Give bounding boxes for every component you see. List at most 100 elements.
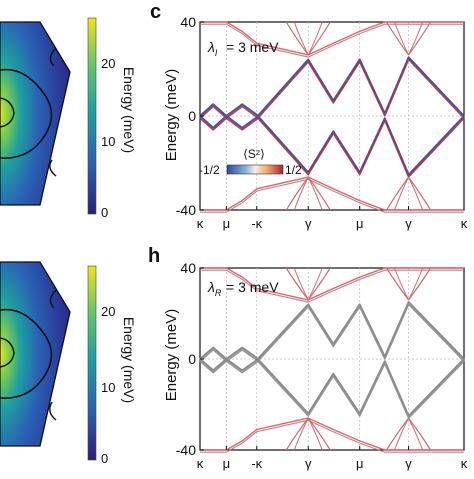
- band-line: [200, 417, 464, 451]
- cone-branch: [307, 417, 331, 451]
- cone-branch: [394, 267, 410, 301]
- cone-branch: [386, 21, 410, 56]
- cone-branch: [307, 176, 323, 211]
- colorbar-top: 20 10 0 Energy (meV): [87, 17, 137, 220]
- cone-branch: [408, 417, 424, 451]
- cone-branch: [307, 176, 331, 211]
- heatmap-top: [0, 21, 71, 206]
- cone-branch: [285, 417, 309, 451]
- heatmap-top-hexagon: [0, 22, 70, 205]
- band-line-split: [200, 178, 464, 213]
- panel-h-annotation-text: = 3 meV: [226, 279, 279, 295]
- spin-legend-title: ⟨Sᶻ⟩: [243, 147, 265, 161]
- cone-branch: [293, 176, 309, 211]
- band-line-split: [199, 303, 465, 374]
- band-line: [199, 346, 465, 417]
- cone-branch: [285, 21, 309, 56]
- panel-h-ylabel: Energy (meV): [163, 309, 180, 402]
- x-tick-label: μ: [356, 456, 364, 471]
- colorbar-top-tick: 10: [101, 134, 115, 149]
- x-tick-label: κ: [461, 216, 468, 231]
- band-line: [199, 103, 465, 176]
- band-line-split: [200, 23, 464, 58]
- cone-branch: [386, 176, 410, 211]
- cone-branch: [307, 417, 323, 451]
- cone-branch: [285, 176, 309, 211]
- y-tick-label: 0: [188, 351, 196, 367]
- cone-branch: [408, 267, 424, 301]
- cone-branch: [307, 21, 323, 56]
- heatmap-top-contour-4: [49, 159, 57, 177]
- x-tick-label: γ: [305, 456, 312, 471]
- y-tick-label: 40: [180, 260, 196, 276]
- cone-branch: [307, 21, 331, 56]
- heatmap-top-contour-2: [0, 97, 15, 128]
- spin-legend: ⟨Sᶻ⟩ -1/2 1/2: [199, 147, 302, 177]
- colorbar-bottom-label: Energy (meV): [121, 317, 137, 403]
- cone-branch: [285, 267, 309, 301]
- heatmap-bottom: [0, 261, 71, 447]
- colorbar-bottom: 20 10 0 Energy (meV): [87, 265, 137, 466]
- panel-c-ylabel: Energy (meV): [163, 69, 180, 162]
- band-line: [200, 176, 464, 211]
- colorbar-top-label: Energy (meV): [121, 67, 137, 153]
- panel-c-label: c: [150, 1, 161, 23]
- cone-branch: [394, 21, 410, 56]
- heatmap-bottom-contour: [0, 308, 53, 399]
- panel-h-lambda-symbol: λR: [207, 279, 222, 298]
- panel-h-label: h: [148, 245, 160, 267]
- heatmap-bottom-contour-3: [49, 289, 57, 309]
- colorbar-bottom-tick: 0: [101, 451, 108, 466]
- x-tick-label: μ: [356, 216, 364, 231]
- y-tick-label: -40: [176, 202, 196, 218]
- band-line-split: [199, 58, 465, 131]
- x-tick-label: κ: [197, 216, 204, 231]
- spin-legend-max: 1/2: [285, 163, 302, 177]
- heatmap-bottom-hexagon: [0, 262, 70, 446]
- cone-branch: [293, 21, 309, 56]
- x-tick-label: κ: [197, 456, 204, 471]
- band-line-split: [199, 349, 465, 419]
- cone-branch: [394, 176, 410, 211]
- colorbar-top-tick: 20: [101, 56, 115, 71]
- x-tick-label: -κ: [251, 456, 262, 471]
- panel-c-lambda-symbol: λI: [207, 39, 218, 58]
- panel-c-annotation: λI = 3 meV: [207, 39, 279, 58]
- band-line: [200, 267, 464, 301]
- panel-h-annotation: λR = 3 meV: [207, 279, 279, 298]
- x-tick-label: μ: [223, 216, 231, 231]
- band-line: [199, 301, 465, 372]
- colorbar-bottom-tick: 20: [101, 304, 115, 319]
- spin-legend-bar: [226, 164, 284, 175]
- band-line-split: [200, 419, 464, 453]
- colorbar-top-tick: 0: [101, 205, 108, 220]
- band-line-split: [200, 269, 464, 303]
- heatmap-bottom-contour-4: [49, 401, 57, 421]
- x-tick-label: -κ: [251, 216, 262, 231]
- cone-branch: [394, 417, 410, 451]
- spin-legend-min: -1/2: [199, 163, 220, 177]
- cone-branch: [408, 176, 424, 211]
- y-tick-label: 0: [188, 108, 196, 124]
- panel-c-plot: 400-40κ μ -κ γ μ γ κ: [176, 14, 468, 231]
- heatmap-bottom-contour-2: [0, 337, 15, 368]
- heatmap-top-outline: [0, 21, 71, 206]
- panel-h-plot: 400-40κ μ -κ γ μ γ κ: [176, 260, 468, 471]
- cone-branch: [408, 21, 424, 56]
- colorbar-top-bar: [87, 17, 97, 215]
- y-tick-label: -40: [176, 442, 196, 458]
- panel-c-annotation-text: = 3 meV: [226, 39, 279, 55]
- panel-c: c Energy (meV) 400-40κ μ -κ γ μ γ κ λI = 3 meV…: [150, 1, 468, 231]
- cone-branch: [307, 267, 323, 301]
- x-tick-label: μ: [223, 456, 231, 471]
- band-line: [199, 56, 465, 129]
- heatmap-bottom-outline: [0, 261, 71, 447]
- cone-branch: [386, 267, 410, 301]
- colorbar-bottom-tick: 10: [101, 380, 115, 395]
- x-tick-label: κ: [461, 456, 468, 471]
- cone-branch: [408, 267, 432, 301]
- x-tick-label: γ: [405, 216, 412, 231]
- heatmap-top-contour-3: [49, 47, 57, 67]
- panel-h: h Energy (meV) 400-40κ μ -κ γ μ γ κ λR = 3 meV: [148, 245, 468, 471]
